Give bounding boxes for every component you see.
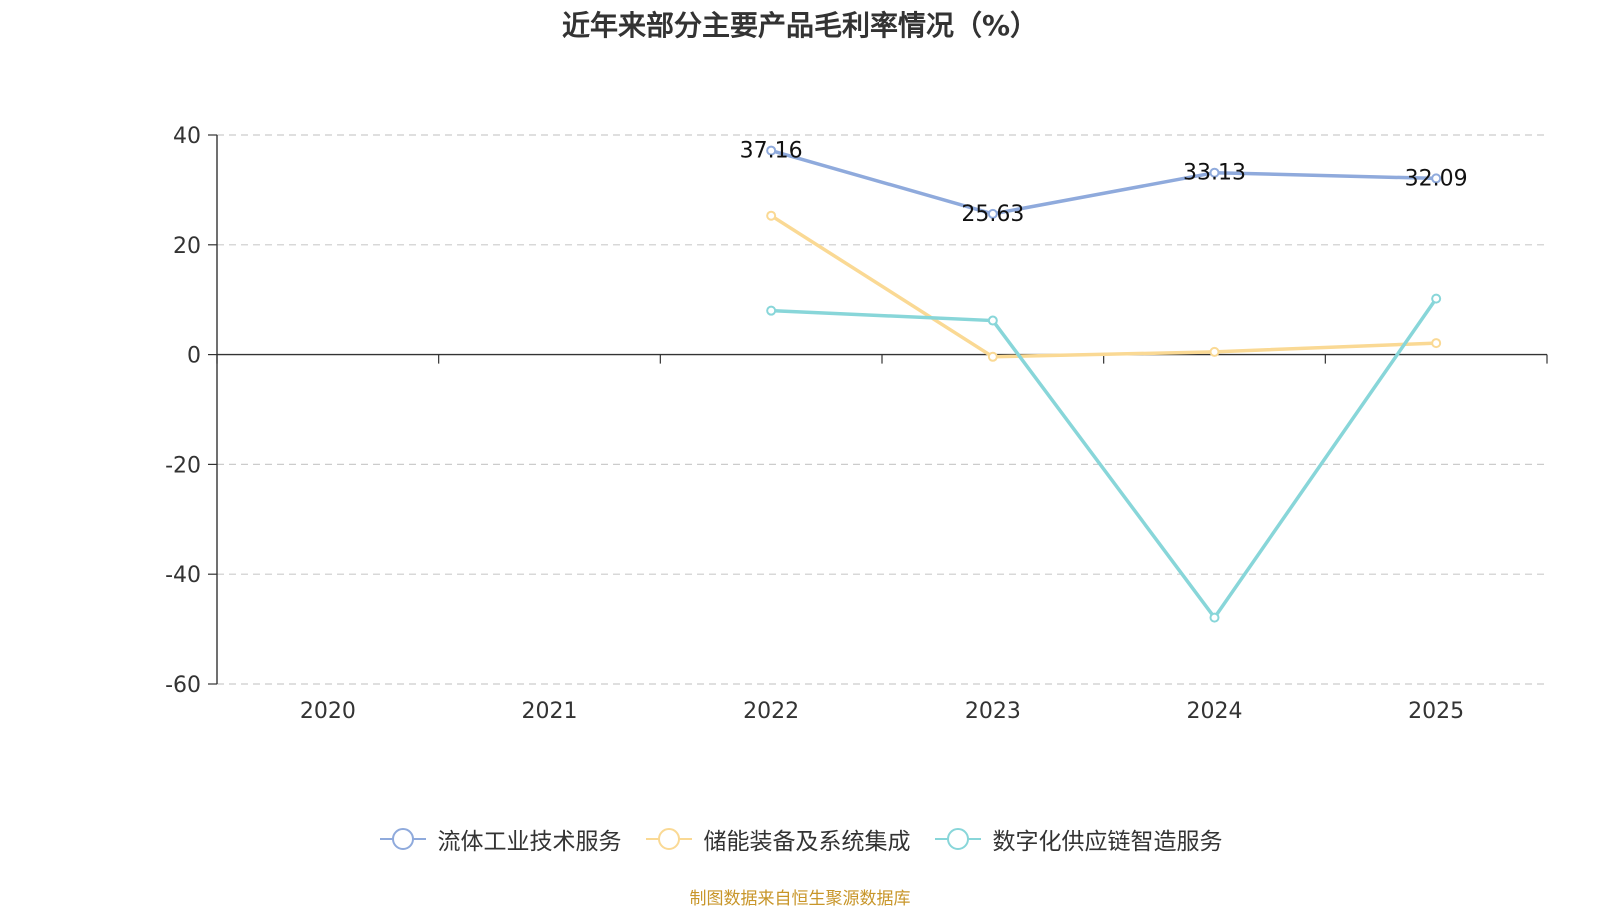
data-point (1209, 346, 1220, 357)
data-point (1431, 338, 1442, 349)
data-point (766, 145, 777, 156)
data-label: 25.63 (961, 202, 1024, 227)
grid-layer (217, 134, 1547, 685)
data-point (1431, 173, 1442, 184)
data-point (987, 351, 998, 362)
series-layer (766, 145, 1442, 623)
series-line (770, 148, 1437, 216)
legend-label: 流体工业技术服务 (437, 829, 622, 855)
data-point (1209, 612, 1220, 623)
data-point (987, 315, 998, 326)
legend-item[interactable]: 储能装备及系统集成 (644, 822, 911, 856)
data-point (1431, 293, 1442, 304)
legend-marker-icon (645, 828, 692, 850)
data-point (766, 210, 777, 221)
x-tick-label: 2025 (1408, 699, 1464, 724)
legend-label: 数字化供应链智造服务 (992, 829, 1223, 855)
legend-marker-icon (379, 828, 426, 850)
series-line (770, 214, 1437, 359)
y-tick-label: -60 (165, 673, 201, 698)
y-tick-label: -20 (165, 453, 201, 478)
axis-layer: 40 20 0 -20 -40 -60 2020 2021 2022 2023 2024 2025 (165, 124, 1548, 724)
y-tick-label: -40 (165, 563, 201, 588)
data-label: 33.13 (1183, 161, 1246, 186)
series-line (771, 297, 1438, 620)
x-tick-label: 2020 (300, 699, 356, 724)
x-tick-label: 2024 (1187, 699, 1243, 724)
legend-label: 储能装备及系统集成 (703, 829, 911, 855)
x-tick-label: 2022 (743, 699, 799, 724)
y-tick-label: 40 (173, 124, 201, 149)
legend: 流体工业技术服务 储能装备及系统集成 数字化供应链智造服务 (0, 822, 1600, 856)
y-tick-label: 0 (187, 344, 201, 369)
data-point (987, 208, 998, 219)
x-tick-label: 2021 (522, 699, 578, 724)
line-chart: 40 20 0 -20 -40 -60 2020 2021 2022 2023 2024 2025 3… (165, 124, 1548, 724)
chart-title: 近年来部分主要产品毛利率情况（%） (561, 9, 1039, 42)
data-point (1209, 167, 1220, 178)
y-tick-label: 20 (173, 234, 201, 259)
legend-item[interactable]: 数字化供应链智造服务 (933, 822, 1223, 856)
source-note: 制图数据来自恒生聚源数据库 (689, 889, 911, 909)
data-label: 37.16 (740, 139, 803, 164)
x-tick-label: 2023 (965, 699, 1021, 724)
data-point (766, 305, 777, 316)
legend-item[interactable]: 流体工业技术服务 (378, 822, 622, 856)
data-label: 32.09 (1405, 166, 1468, 191)
label-layer: 37.16 25.63 33.13 32.09 (740, 139, 1468, 227)
legend-marker-icon (934, 828, 981, 850)
